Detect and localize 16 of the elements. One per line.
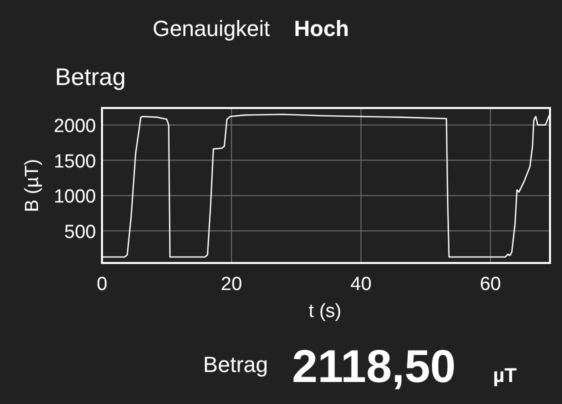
text: 2118,50: [292, 340, 456, 392]
y-tick-label: 1500: [54, 151, 96, 172]
x-tick-label: 0: [96, 274, 108, 295]
text: Hoch: [294, 16, 349, 41]
x-tick-label: 40: [350, 274, 372, 295]
y-tick-label: 500: [64, 222, 96, 243]
chart-title: Betrag: [55, 64, 126, 91]
text: Betrag: [203, 352, 268, 377]
y-tick-label: 2000: [54, 116, 96, 137]
text: Genauigkeit: [152, 16, 270, 41]
y-tick-label: 1000: [54, 186, 96, 208]
y-axis-title: B (µT): [22, 158, 43, 212]
x-axis-title: t (s): [308, 301, 342, 322]
x-tick-label: 20: [220, 274, 242, 295]
x-tick-label: 60: [480, 274, 502, 295]
text: µT: [493, 365, 517, 387]
